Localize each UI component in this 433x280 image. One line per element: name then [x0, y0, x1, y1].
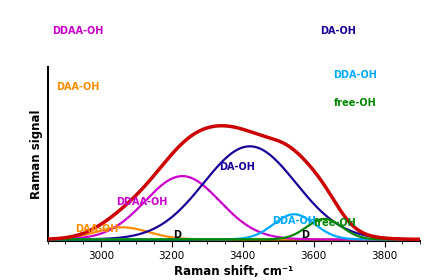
Text: DDAA-OH: DDAA-OH	[116, 197, 167, 207]
Text: DDA-OH: DDA-OH	[333, 70, 377, 80]
Text: D: D	[173, 230, 181, 240]
Text: DAA-OH: DAA-OH	[56, 81, 100, 92]
Text: DDA-OH: DDA-OH	[272, 216, 316, 226]
X-axis label: Raman shift, cm⁻¹: Raman shift, cm⁻¹	[174, 265, 294, 278]
Text: free-OH: free-OH	[313, 218, 356, 228]
Text: D: D	[301, 230, 309, 240]
Text: DA-OH: DA-OH	[320, 25, 355, 36]
Text: DAA-OH: DAA-OH	[76, 224, 119, 234]
Text: DDAA-OH: DDAA-OH	[52, 25, 103, 36]
Text: DA-OH: DA-OH	[220, 162, 255, 172]
Text: free-OH: free-OH	[334, 98, 376, 108]
Y-axis label: Raman signal: Raman signal	[30, 109, 43, 199]
